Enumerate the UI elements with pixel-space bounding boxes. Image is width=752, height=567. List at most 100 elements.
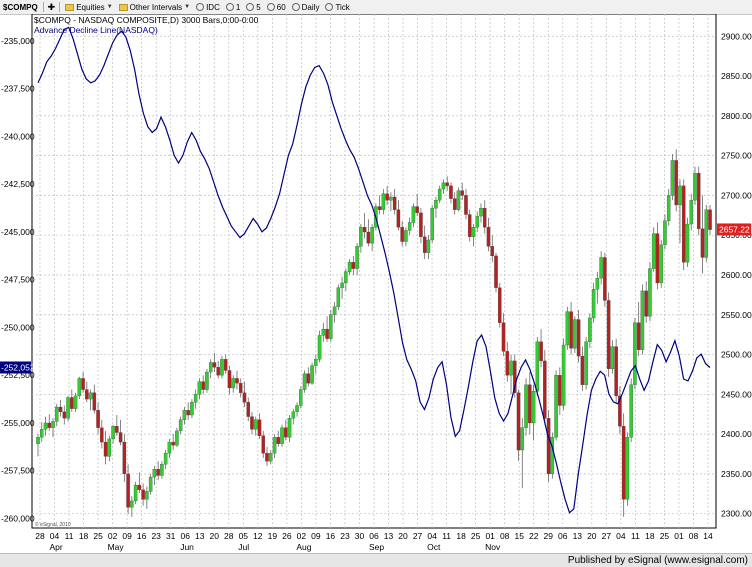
candle-up bbox=[456, 190, 461, 210]
other-intervals-menu[interactable]: Other Intervals ▼ bbox=[116, 0, 193, 14]
clock-icon bbox=[225, 3, 234, 11]
x-tick-label: 19 bbox=[268, 531, 278, 541]
symbol-field[interactable]: $COMPQ bbox=[3, 2, 38, 12]
candle-up bbox=[208, 362, 213, 373]
candle-up bbox=[253, 419, 258, 430]
chart-subtitle: Advance Decline Line(NASDAQ) bbox=[34, 25, 158, 35]
candle-up bbox=[321, 328, 326, 336]
candle-up bbox=[332, 306, 337, 315]
candle-down bbox=[636, 322, 641, 350]
candle-down bbox=[603, 257, 607, 301]
x-tick-label: 11 bbox=[631, 531, 640, 541]
candle-down bbox=[708, 209, 712, 230]
chart-title: $COMPQ - NASDAQ COMPOSITE,D) 3000 Bars,0… bbox=[34, 15, 259, 25]
candle-down bbox=[452, 198, 457, 210]
candle-up bbox=[36, 437, 40, 444]
candle-down bbox=[58, 406, 63, 412]
interval-idc-button[interactable]: IDC bbox=[193, 0, 223, 14]
candle-up bbox=[404, 230, 408, 242]
x-tick-label: 20 bbox=[587, 531, 597, 541]
x-tick-label: 27 bbox=[602, 531, 612, 541]
candle-down bbox=[103, 441, 108, 457]
candle-down bbox=[569, 311, 573, 349]
left-axis-tick-label: -250,000 bbox=[1, 322, 35, 332]
interval-5-button[interactable]: 5 bbox=[243, 0, 263, 14]
candle-up bbox=[584, 341, 588, 385]
candle-down bbox=[223, 359, 228, 371]
candle-down bbox=[700, 228, 705, 258]
candle-down bbox=[122, 441, 127, 475]
interval-daily-button[interactable]: Daily bbox=[289, 0, 323, 14]
candle-down bbox=[261, 435, 266, 454]
x-tick-label: 04 bbox=[616, 531, 626, 541]
x-tick-label: 27 bbox=[413, 531, 423, 541]
x-tick-label: 31 bbox=[166, 531, 176, 541]
candle-up bbox=[178, 419, 183, 432]
candle-up bbox=[175, 430, 179, 446]
candle-up bbox=[370, 227, 374, 244]
x-tick-label: 22 bbox=[529, 531, 539, 541]
x-tick-label: 09 bbox=[122, 531, 132, 541]
x-tick-label: 15 bbox=[514, 531, 524, 541]
clock-icon bbox=[325, 3, 334, 11]
candle-down bbox=[644, 290, 648, 317]
interval-tick-button[interactable]: Tick bbox=[322, 0, 352, 14]
candle-up bbox=[535, 341, 540, 392]
folder-icon bbox=[118, 3, 128, 11]
interval-label: Daily bbox=[301, 2, 320, 12]
x-tick-label: 25 bbox=[660, 531, 670, 541]
interval-60-button[interactable]: 60 bbox=[264, 0, 289, 14]
candle-down bbox=[392, 196, 397, 210]
month-label: Nov bbox=[485, 542, 501, 552]
candle-down bbox=[419, 212, 423, 237]
candle-up bbox=[291, 411, 296, 419]
candle-up bbox=[407, 222, 412, 231]
candle-down bbox=[47, 422, 52, 428]
candle-down bbox=[306, 373, 311, 384]
x-tick-label: 28 bbox=[35, 531, 45, 541]
candle-down bbox=[156, 468, 160, 476]
candle-up bbox=[152, 468, 157, 478]
x-tick-label: 14 bbox=[703, 531, 713, 541]
candle-up bbox=[430, 207, 434, 241]
candle-up bbox=[55, 406, 59, 422]
candle-up bbox=[633, 322, 637, 385]
candle-down bbox=[490, 246, 495, 257]
add-icon[interactable]: ✚ bbox=[47, 1, 56, 12]
candle-up bbox=[40, 429, 44, 438]
interval-label: 60 bbox=[276, 2, 286, 12]
candle-up bbox=[231, 378, 235, 389]
candle-up bbox=[573, 319, 577, 349]
equities-menu[interactable]: Equities ▼ bbox=[62, 0, 115, 14]
candle-up bbox=[193, 394, 198, 403]
candle-down bbox=[366, 231, 371, 244]
left-axis-tick-label: -235,000 bbox=[1, 36, 35, 46]
candle-up bbox=[73, 395, 78, 409]
interval-label: 1 bbox=[235, 2, 241, 12]
candle-down bbox=[449, 185, 453, 199]
price-chart[interactable]: 28 04 11 18 25 02 09 16 23 31 06 13 20 28 05 12 19 26 02 09… bbox=[0, 14, 752, 553]
left-axis-tick-label: -255,000 bbox=[1, 418, 35, 428]
x-tick-label: 30 bbox=[355, 531, 365, 541]
candle-down bbox=[467, 214, 472, 237]
candle-up bbox=[280, 427, 284, 444]
right-axis-tick-label: 2900.00 bbox=[721, 31, 752, 41]
candle-up bbox=[610, 346, 615, 370]
candle-up bbox=[659, 244, 663, 284]
interval-1-button[interactable]: 1 bbox=[223, 0, 243, 14]
candle-up bbox=[437, 188, 442, 201]
candle-up bbox=[651, 233, 656, 269]
x-tick-label: 26 bbox=[282, 531, 292, 541]
candle-up bbox=[640, 290, 645, 350]
candle-up bbox=[663, 220, 667, 245]
candle-up bbox=[51, 421, 55, 428]
candle-down bbox=[92, 392, 97, 411]
dropdown-arrow-icon: ▼ bbox=[184, 4, 191, 10]
candle-up bbox=[317, 335, 322, 360]
candle-up bbox=[336, 287, 341, 307]
month-label: Apr bbox=[50, 542, 63, 552]
candle-up bbox=[595, 278, 600, 290]
candle-down bbox=[362, 227, 367, 233]
month-label: Aug bbox=[296, 542, 311, 552]
candle-down bbox=[62, 411, 67, 419]
